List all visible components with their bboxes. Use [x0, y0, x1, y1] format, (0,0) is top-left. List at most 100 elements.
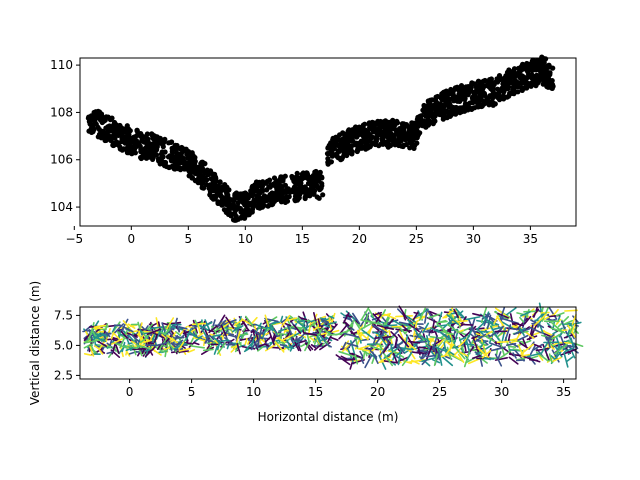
section-line-segment — [220, 339, 230, 343]
elevation-point — [529, 64, 535, 70]
section-line-segment — [512, 352, 517, 359]
elevation-point — [330, 137, 337, 143]
section-line-segment — [285, 317, 298, 322]
elevation-point — [217, 179, 223, 185]
elevation-point — [355, 143, 361, 149]
elevation-point — [538, 70, 544, 76]
top-x-tick-label: 30 — [466, 232, 481, 246]
section-line-segment — [472, 312, 483, 317]
elevation-point — [373, 138, 379, 144]
elevation-point — [487, 94, 493, 100]
elevation-point — [144, 144, 150, 150]
section-line-segment — [468, 327, 477, 334]
elevation-point — [441, 103, 447, 109]
elevation-point — [360, 122, 366, 128]
elevation-point — [378, 141, 384, 147]
section-line-segment — [477, 347, 490, 359]
elevation-point — [368, 120, 374, 126]
section-line-segment — [414, 308, 429, 319]
elevation-point — [129, 149, 135, 155]
section-line-segment — [296, 338, 303, 342]
section-line-segment — [225, 327, 233, 331]
section-line-segment — [270, 324, 279, 336]
elevation-point — [371, 126, 377, 132]
section-line-segment — [191, 324, 199, 328]
section-line-segment — [516, 357, 526, 361]
elevation-point — [414, 134, 420, 141]
section-line-segment — [376, 324, 395, 331]
section-line-segment — [563, 351, 569, 368]
section-line-segment — [106, 351, 114, 355]
elevation-point — [289, 173, 295, 180]
elevation-point — [203, 169, 209, 176]
section-line-segment — [480, 307, 488, 324]
section-line-segment — [555, 312, 565, 317]
elevation-point — [238, 215, 244, 221]
section-line-segment — [120, 318, 129, 332]
elevation-point — [200, 161, 206, 167]
section-line-segment — [372, 313, 382, 328]
section-line-segment — [477, 322, 485, 330]
section-lines-chart: 0 5 10 15 20 25 30 35 2.5 5.0 7.5 Horizontal dist… — [28, 281, 584, 424]
section-line-segment — [472, 343, 488, 349]
section-line-segment — [360, 319, 377, 325]
section-line-segment — [216, 342, 226, 355]
elevation-point — [449, 96, 455, 102]
section-line-segment — [329, 336, 339, 341]
top-y-tick-label: 108 — [50, 105, 73, 119]
top-y-tick-label: 104 — [50, 200, 73, 214]
section-line-segment — [339, 324, 348, 335]
elevation-point — [401, 126, 407, 132]
section-line-segment — [550, 356, 562, 363]
section-line-segment — [89, 345, 95, 357]
section-line-segment — [203, 321, 213, 327]
section-line-segment — [153, 333, 158, 343]
elevation-point — [499, 85, 505, 91]
elevation-point — [504, 78, 510, 84]
elevation-point — [131, 135, 137, 141]
section-line-segment — [141, 330, 147, 339]
section-line-segment — [407, 340, 421, 344]
section-line-segment — [499, 315, 505, 323]
elevation-point — [182, 147, 188, 153]
elevation-point — [427, 108, 433, 115]
elevation-point — [264, 178, 270, 184]
elevation-point — [304, 187, 310, 193]
section-line-segment — [525, 331, 535, 340]
elevation-point — [493, 92, 499, 98]
section-line-segment — [299, 332, 306, 339]
elevation-point — [86, 128, 92, 134]
elevation-point — [515, 84, 521, 90]
elevation-point — [141, 139, 147, 145]
elevation-point — [410, 123, 416, 129]
elevation-point — [414, 140, 420, 146]
elevation-point — [444, 108, 450, 114]
section-line-segment — [519, 316, 525, 323]
section-line-segment — [382, 343, 391, 354]
elevation-point — [536, 78, 542, 85]
section-line-segment — [533, 313, 548, 327]
elevation-point — [124, 123, 130, 129]
section-line-segment — [329, 323, 338, 333]
section-line-segment — [443, 343, 455, 357]
elevation-point — [473, 99, 479, 105]
section-line-segment — [478, 330, 492, 334]
section-line-segment — [508, 345, 517, 349]
elevation-point — [278, 183, 284, 189]
section-line-segment — [349, 340, 356, 356]
elevation-point — [433, 94, 439, 100]
section-line-segment — [564, 319, 574, 325]
elevation-point — [190, 152, 196, 159]
section-line-segment — [268, 331, 275, 346]
section-line-segment — [493, 315, 499, 325]
elevation-point — [467, 85, 473, 91]
section-line-segment — [351, 312, 361, 325]
elevation-point — [534, 72, 540, 78]
section-line-segment — [208, 324, 219, 334]
elevation-point — [271, 175, 278, 181]
section-line-segment — [89, 343, 96, 354]
elevation-point — [224, 184, 230, 190]
section-line-segment — [430, 327, 440, 333]
section-line-segment — [345, 310, 356, 321]
section-line-segment — [304, 342, 312, 352]
